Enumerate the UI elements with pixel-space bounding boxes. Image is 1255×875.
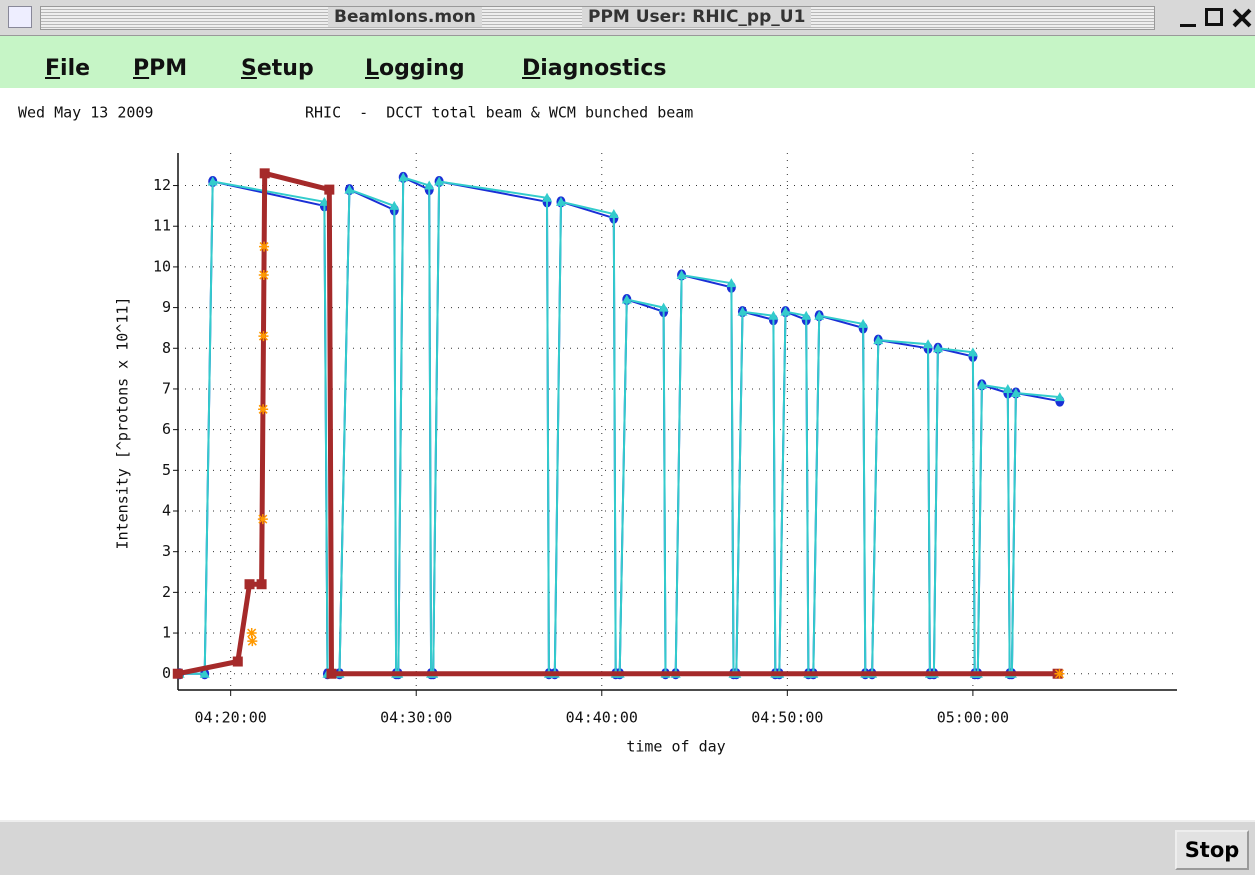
data-point: [858, 318, 869, 328]
window-user: PPM User: RHIC_pp_U1: [582, 7, 812, 27]
menu-item[interactable]: Logging: [365, 56, 465, 81]
data-point: [398, 172, 409, 182]
data-point: [676, 270, 687, 280]
y-tick-label: 1: [162, 624, 171, 642]
data-point: [1010, 388, 1021, 398]
data-point: [259, 168, 270, 179]
y-tick-label: 10: [153, 257, 171, 275]
series-line: [179, 176, 1060, 675]
x-tick-label: 04:50:00: [751, 709, 823, 727]
data-point: [258, 404, 269, 415]
data-point: [814, 310, 825, 320]
data-point: [1002, 383, 1013, 393]
y-axis-label: Intensity [^protons x 10^11]: [114, 297, 132, 550]
data-point: [257, 514, 268, 525]
data-point: [324, 184, 335, 195]
menu-item[interactable]: Setup: [241, 56, 314, 81]
chart: Wed May 13 2009 RHIC - DCCT total beam &…: [0, 88, 1255, 820]
minimize-button[interactable]: [1180, 24, 1196, 27]
data-point: [873, 335, 884, 345]
data-point: [967, 347, 978, 357]
stop-button[interactable]: Stop: [1175, 830, 1249, 870]
data-point: [244, 579, 255, 590]
data-point: [976, 379, 987, 389]
y-tick-label: 11: [153, 217, 171, 235]
x-tick-label: 04:30:00: [380, 709, 452, 727]
y-tick-label: 3: [162, 542, 171, 560]
y-tick-label: 2: [162, 583, 171, 601]
data-point: [247, 636, 258, 647]
menu-bar: File PPM Setup Logging Diagnostics: [0, 36, 1255, 89]
x-tick-label: 04:20:00: [195, 709, 267, 727]
x-tick-label: 04:40:00: [566, 709, 638, 727]
chart-title: RHIC - DCCT total beam & WCM bunched bea…: [305, 104, 693, 122]
data-point: [172, 668, 183, 679]
data-point: [923, 339, 934, 349]
series-line: [177, 170, 1058, 677]
y-tick-label: 9: [162, 298, 171, 316]
data-point: [726, 278, 737, 288]
data-point: [199, 668, 210, 678]
data-point: [608, 209, 619, 219]
data-point: [780, 306, 791, 316]
y-tick-label: 6: [162, 420, 171, 438]
title-bar: BeamIons.mon PPM User: RHIC_pp_U1: [0, 0, 1255, 36]
app-icon: [8, 6, 32, 28]
data-point: [344, 184, 355, 194]
data-point: [658, 302, 669, 312]
data-point: [207, 176, 218, 186]
y-tick-label: 0: [162, 664, 171, 682]
data-point: [555, 196, 566, 206]
data-point: [256, 579, 267, 590]
data-point: [246, 628, 257, 639]
menu-item[interactable]: PPM: [133, 56, 188, 81]
data-point: [258, 331, 269, 342]
data-point: [801, 310, 812, 320]
y-tick-label: 7: [162, 379, 171, 397]
data-point: [434, 176, 445, 186]
data-point: [232, 656, 243, 667]
data-point: [259, 241, 270, 252]
date-label: Wed May 13 2009: [18, 104, 153, 122]
x-tick-label: 05:00:00: [937, 709, 1009, 727]
data-point: [737, 306, 748, 316]
data-point: [1054, 392, 1065, 402]
data-point: [542, 192, 553, 202]
window-title: BeamIons.mon: [328, 7, 482, 27]
data-point: [621, 294, 632, 304]
close-button[interactable]: [1232, 8, 1252, 28]
y-tick-label: 5: [162, 461, 171, 479]
data-point: [424, 180, 435, 190]
status-bar: Stop: [0, 820, 1255, 875]
data-point: [258, 270, 269, 281]
y-tick-label: 8: [162, 339, 171, 357]
data-point: [1054, 668, 1065, 679]
data-point: [768, 310, 779, 320]
x-axis-label: time of day: [626, 738, 725, 756]
menu-item[interactable]: Diagnostics: [522, 56, 667, 81]
y-tick-label: 4: [162, 502, 171, 520]
data-point: [389, 200, 400, 210]
y-tick-label: 12: [153, 176, 171, 194]
menu-item[interactable]: File: [45, 56, 91, 81]
data-point: [326, 668, 337, 679]
maximize-button[interactable]: [1205, 8, 1223, 26]
data-point: [932, 343, 943, 353]
